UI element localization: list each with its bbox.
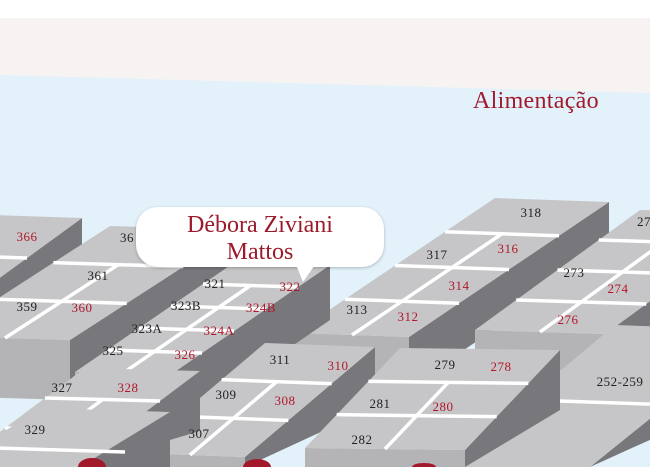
booth-310[interactable]: 310 bbox=[327, 358, 349, 373]
block-side-face bbox=[409, 202, 609, 387]
upper-zone bbox=[0, 18, 650, 93]
booth-278[interactable]: 278 bbox=[490, 359, 512, 374]
booth-326[interactable]: 326 bbox=[174, 347, 196, 362]
callout-line-2: Mattos bbox=[226, 239, 294, 265]
booth-divider bbox=[538, 249, 650, 334]
booth-325[interactable]: 325 bbox=[102, 343, 124, 358]
booth-279[interactable]: 279 bbox=[434, 357, 456, 372]
booth-280[interactable]: 280 bbox=[432, 399, 454, 414]
booth-321[interactable]: 321 bbox=[204, 276, 226, 291]
booth-divider bbox=[0, 255, 28, 260]
booth-308[interactable]: 308 bbox=[274, 393, 296, 408]
booth-324A[interactable]: 324A bbox=[203, 323, 235, 338]
booth-divider bbox=[188, 380, 278, 457]
top-margin bbox=[0, 0, 650, 18]
booth-divider bbox=[121, 284, 252, 375]
location-marker-icon bbox=[243, 459, 271, 467]
booth-327[interactable]: 327 bbox=[51, 380, 73, 395]
booth-282[interactable]: 282 bbox=[351, 432, 373, 447]
booth-316[interactable]: 316 bbox=[497, 241, 519, 256]
booth-322[interactable]: 322 bbox=[279, 279, 301, 294]
booth-324B[interactable]: 324B bbox=[245, 300, 277, 315]
booth-359[interactable]: 359 bbox=[16, 299, 38, 314]
booth-309[interactable]: 309 bbox=[215, 387, 237, 402]
booth-323B[interactable]: 323B bbox=[170, 298, 202, 313]
location-marker-icon bbox=[78, 458, 106, 467]
booth-312[interactable]: 312 bbox=[397, 309, 419, 324]
callout-line-1: Débora Ziviani bbox=[187, 212, 333, 238]
block-side-face bbox=[465, 350, 560, 467]
booth-366[interactable]: 366 bbox=[16, 229, 38, 244]
exhibitor-callout: Débora Ziviani Mattos bbox=[136, 207, 384, 267]
booth-314[interactable]: 314 bbox=[448, 278, 470, 293]
booth-divider bbox=[383, 381, 450, 451]
booth-divider bbox=[4, 263, 120, 340]
booth-318[interactable]: 318 bbox=[520, 205, 542, 220]
booth-divider bbox=[351, 232, 503, 337]
booth-361[interactable]: 361 bbox=[87, 268, 109, 283]
booth-329[interactable]: 329 bbox=[24, 422, 46, 437]
booth-divider bbox=[598, 238, 650, 244]
callout-tail bbox=[295, 262, 317, 282]
booth-273[interactable]: 273 bbox=[563, 265, 585, 280]
block-side-face bbox=[170, 265, 330, 430]
booth-36[interactable]: 36 bbox=[120, 230, 134, 245]
block-front-face bbox=[305, 448, 465, 467]
booth-311[interactable]: 311 bbox=[269, 352, 291, 367]
booth-276[interactable]: 276 bbox=[557, 312, 579, 327]
booth-27[interactable]: 27 bbox=[637, 214, 650, 229]
booth-328[interactable]: 328 bbox=[117, 380, 139, 395]
booth-323A[interactable]: 323A bbox=[131, 321, 163, 336]
booth-divider bbox=[0, 446, 126, 454]
booth-317[interactable]: 317 bbox=[426, 247, 448, 262]
booth-274[interactable]: 274 bbox=[607, 281, 629, 296]
block-top-face bbox=[0, 408, 170, 467]
section-title: Alimentação bbox=[473, 88, 599, 114]
booth-360[interactable]: 360 bbox=[71, 300, 93, 315]
booth-307[interactable]: 307 bbox=[188, 426, 210, 441]
block-side-face bbox=[245, 347, 375, 467]
block-front-face bbox=[0, 337, 70, 400]
location-marker-icon bbox=[412, 463, 436, 467]
block-top-face bbox=[0, 215, 82, 278]
booth-313[interactable]: 313 bbox=[346, 302, 368, 317]
booth-252-259[interactable]: 252-259 bbox=[596, 374, 644, 389]
booth-281[interactable]: 281 bbox=[369, 396, 391, 411]
